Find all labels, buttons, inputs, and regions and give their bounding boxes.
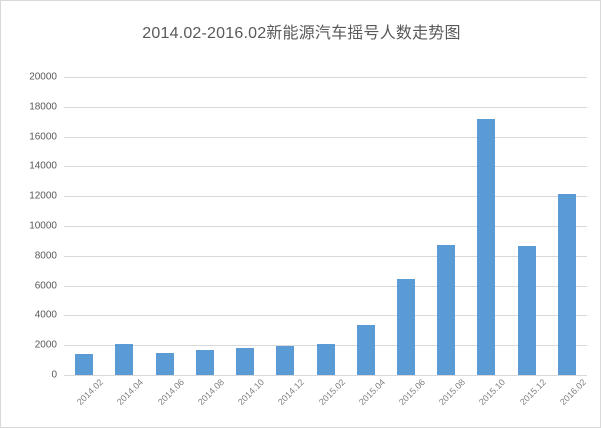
x-axis-tick-label: 2016.02 <box>557 377 588 408</box>
bar <box>477 119 496 375</box>
x-axis-tick-label: 2015.04 <box>356 377 387 408</box>
gridline <box>64 285 587 287</box>
y-axis-tick-label: 14000 <box>29 160 57 172</box>
x-axis-tick: 2015.12 <box>518 377 548 407</box>
bar <box>557 193 576 375</box>
gridline <box>64 77 587 78</box>
x-axis-tick: 2014.04 <box>115 377 145 407</box>
x-axis-tick: 2014.10 <box>236 377 266 407</box>
gridline <box>64 166 587 168</box>
y-axis-tick-label: 6000 <box>34 280 57 292</box>
gridline <box>64 226 587 227</box>
y-axis-tick-label: 12000 <box>29 190 57 202</box>
bar <box>517 246 536 375</box>
bar <box>276 345 295 375</box>
x-axis-tick: 2015.08 <box>437 377 467 407</box>
chart-title: 2014.02-2016.02新能源汽车摇号人数走势图 <box>142 25 461 42</box>
x-axis-tick-label: 2014.08 <box>195 377 226 408</box>
x-axis-tick: 2016.02 <box>558 377 588 407</box>
bar <box>115 344 134 375</box>
x-axis-tick-label: 2014.02 <box>75 377 106 408</box>
bar <box>155 353 174 375</box>
x-axis-tick: 2014.06 <box>156 377 186 407</box>
y-axis-tick-label: 20000 <box>29 71 57 83</box>
bar <box>437 244 456 375</box>
gridline <box>64 255 587 257</box>
bar <box>396 278 415 375</box>
x-axis-tick: 2014.02 <box>75 377 105 407</box>
bar-series <box>64 77 587 375</box>
x-axis-tick-label: 2014.06 <box>155 377 186 408</box>
x-axis-tick-label: 2015.08 <box>437 377 468 408</box>
x-axis-tick-label: 2015.02 <box>316 377 347 408</box>
x-axis-tick-label: 2014.10 <box>236 377 267 408</box>
x-axis-tick: 2014.08 <box>196 377 226 407</box>
y-axis-tick-label: 10000 <box>29 220 57 232</box>
gridline <box>64 136 587 138</box>
x-axis: 2014.02 2014.04 2014.06 2014.08 2014.10 2014.… <box>64 377 588 427</box>
x-axis-tick-label: 2015.12 <box>517 377 548 408</box>
y-axis-tick-label: 16000 <box>29 131 57 143</box>
bar <box>195 350 214 375</box>
y-axis-tick-label: 18000 <box>29 101 57 113</box>
y-axis-tick-label: 4000 <box>34 309 57 321</box>
x-axis-tick: 2015.02 <box>316 377 346 407</box>
bar <box>356 325 375 375</box>
y-axis-tick-label: 0 <box>51 369 57 381</box>
bar <box>236 348 255 375</box>
x-axis-tick: 2015.04 <box>357 377 387 407</box>
x-axis-tick-label: 2014.12 <box>276 377 307 408</box>
x-axis-tick: 2015.06 <box>397 377 427 407</box>
gridline <box>64 196 587 198</box>
bar <box>316 343 335 375</box>
y-axis-tick-label: 2000 <box>34 339 57 351</box>
x-axis-tick-label: 2015.10 <box>477 377 508 408</box>
y-axis: 0 2000 4000 6000 8000 10000 12000 14000 16000 180… <box>1 72 57 381</box>
x-axis-tick: 2014.12 <box>276 377 306 407</box>
bar <box>75 354 94 375</box>
y-axis-tick-label: 8000 <box>34 250 57 262</box>
x-axis-tick: 2015.10 <box>477 377 507 407</box>
gridline <box>64 106 587 108</box>
gridline <box>64 315 587 317</box>
x-axis-tick-label: 2014.04 <box>115 377 146 408</box>
x-axis-tick-label: 2015.06 <box>396 377 428 408</box>
gridline <box>64 375 587 376</box>
